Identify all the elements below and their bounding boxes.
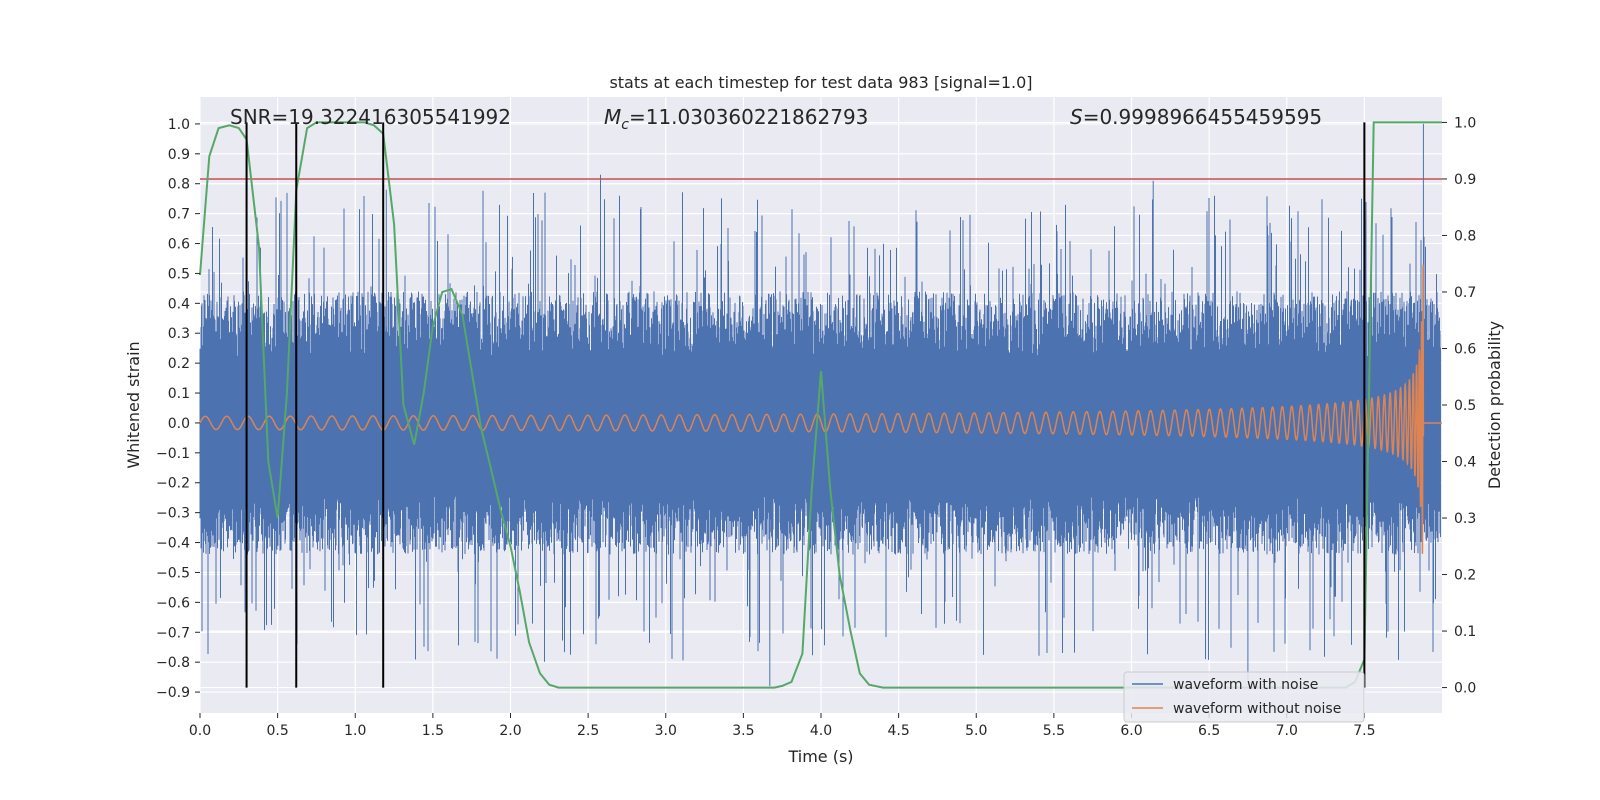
score-annotation: S=0.9998966455459595 <box>1070 105 1322 129</box>
y-tick-label: 0.1 <box>168 386 190 402</box>
legend-box <box>1123 671 1365 723</box>
x-tick-label: 6.0 <box>1120 723 1142 739</box>
y-tick-label: −0.2 <box>156 476 190 492</box>
score-symbol: S <box>1070 105 1083 129</box>
y-tick-label: 0.5 <box>168 266 190 282</box>
y-tick-label: 0.8 <box>168 177 190 193</box>
y-tick-label: −0.4 <box>156 536 190 552</box>
x-tick-label: 6.5 <box>1198 723 1220 739</box>
y-right-tick-label: 0.5 <box>1454 398 1476 414</box>
x-tick-label: 3.5 <box>732 723 754 739</box>
waveform-without-noise-series <box>199 264 1442 554</box>
y-tick-label: 0.6 <box>168 237 190 253</box>
vertical-markers <box>245 122 1366 688</box>
y-tick-label: 0.9 <box>168 147 190 163</box>
x-tick-label: 7.0 <box>1276 723 1298 739</box>
y-tick-label: −0.7 <box>156 625 190 641</box>
x-tick-label: 0.5 <box>266 723 288 739</box>
x-tick-label: 4.0 <box>810 723 832 739</box>
snr-annotation: SNR=19.322416305541992 <box>230 105 511 129</box>
legend-label-signal: waveform without noise <box>1173 701 1341 717</box>
legend: waveform with noise waveform without noi… <box>1123 671 1365 723</box>
y-right-tick-label: 0.0 <box>1454 681 1476 697</box>
x-axis-label: Time (s) <box>787 747 853 766</box>
y-right-tick-label: 0.8 <box>1454 228 1476 244</box>
y-right-tick-label: 0.6 <box>1454 341 1476 357</box>
chart-title: stats at each timestep for test data 983… <box>609 73 1032 92</box>
y-tick-label: 0.7 <box>168 207 190 223</box>
noise-waveform-path <box>199 123 1441 687</box>
y-right-tick-label: 0.4 <box>1454 455 1476 471</box>
y-right-tick-label: 1.0 <box>1454 115 1476 131</box>
legend-label-noise: waveform with noise <box>1173 677 1318 693</box>
y-tick-label: −0.5 <box>156 565 190 581</box>
chirp-mass-symbol: M <box>604 105 621 129</box>
chirp-mass-value: =11.030360221862793 <box>629 105 868 129</box>
y-right-tick-label: 0.2 <box>1454 568 1476 584</box>
x-tick-label: 2.5 <box>577 723 599 739</box>
signal-waveform-path <box>199 264 1442 554</box>
x-tick-label: 3.0 <box>655 723 677 739</box>
chirp-mass-subscript: c <box>621 117 629 133</box>
y-right-tick-label: 0.1 <box>1454 624 1476 640</box>
x-tick-label: 1.5 <box>422 723 444 739</box>
y-tick-label: 1.0 <box>168 117 190 133</box>
x-tick-label: 2.0 <box>499 723 521 739</box>
waveform-with-noise-series <box>199 123 1441 687</box>
detection-probability-series <box>199 121 1442 689</box>
detection-probability-line <box>199 121 1442 689</box>
x-tick-label: 1.0 <box>344 723 366 739</box>
y-tick-label: 0.3 <box>168 326 190 342</box>
x-tick-label: 0.0 <box>189 723 211 739</box>
x-tick-label: 5.0 <box>965 723 987 739</box>
x-tick-label: 4.5 <box>887 723 909 739</box>
x-tick-label: 7.5 <box>1353 723 1375 739</box>
y-right-tick-label: 0.3 <box>1454 511 1476 527</box>
y-tick-label: −0.3 <box>156 506 190 522</box>
y-right-tick-label: 0.9 <box>1454 172 1476 188</box>
score-value: =0.9998966455459595 <box>1083 105 1322 129</box>
y-tick-label: 0.4 <box>168 296 190 312</box>
y-tick-label: 0.0 <box>168 416 190 432</box>
y-tick-label: −0.8 <box>156 655 190 671</box>
y-right-tick-label: 0.7 <box>1454 285 1476 301</box>
y-axis-label: Whitened strain <box>124 341 143 468</box>
axes: 0.0 0.5 1.0 1.5 2.0 2.5 3.0 3.5 4.0 4.5 5.0 5.5 6.0 6… <box>156 115 1476 739</box>
y-tick-label: −0.6 <box>156 595 190 611</box>
y-tick-label: −0.1 <box>156 446 190 462</box>
y-axis-right-label: Detection probability <box>1485 321 1504 489</box>
y-tick-label: −0.9 <box>156 685 190 701</box>
y-tick-label: 0.2 <box>168 356 190 372</box>
chirp-mass-annotation: Mc=11.030360221862793 <box>604 105 868 133</box>
x-tick-label: 5.5 <box>1043 723 1065 739</box>
